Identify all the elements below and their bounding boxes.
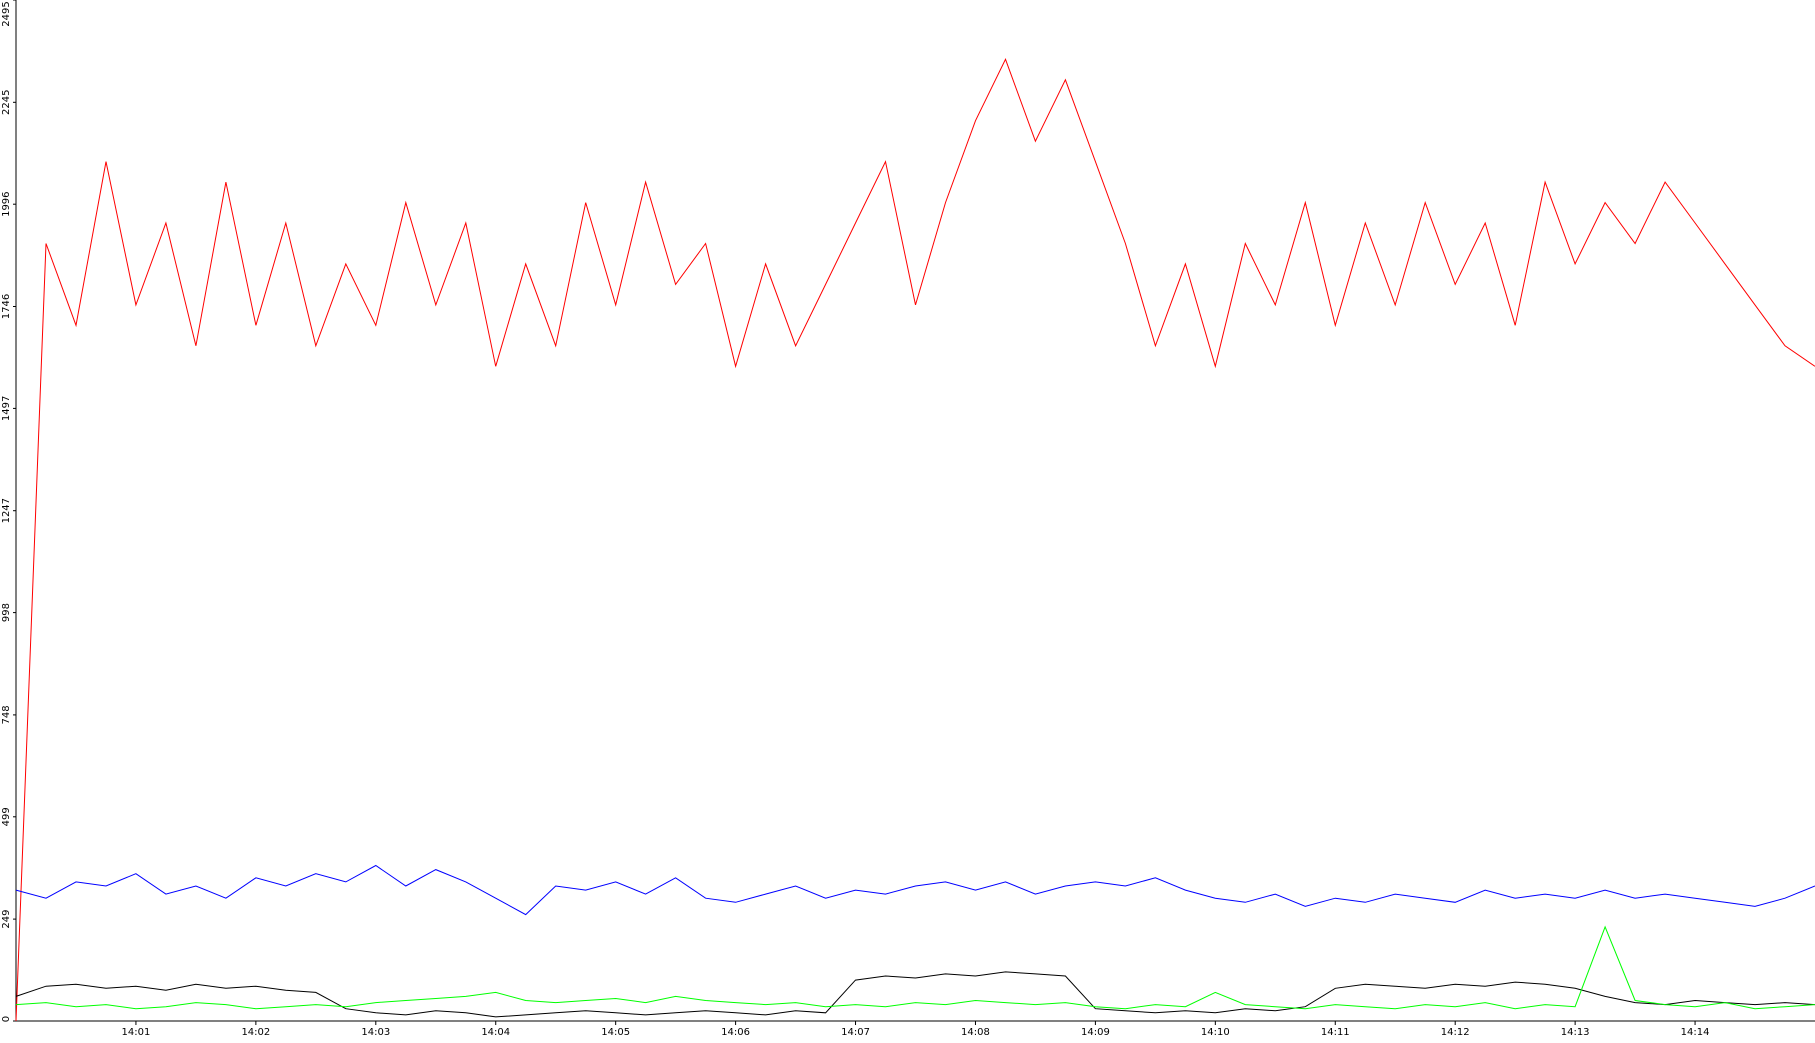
y-tick-label: 0 (1, 1016, 12, 1022)
x-tick-label: 14:04 (481, 1027, 510, 1038)
x-tick-label: 14:14 (1681, 1027, 1710, 1038)
x-tick-label: 14:02 (241, 1027, 270, 1038)
y-tick-label: 998 (1, 603, 12, 622)
y-tick-label: 1497 (1, 396, 12, 421)
series-line (15, 925, 1815, 1010)
x-tick-label: 14:07 (841, 1027, 870, 1038)
y-tick-label: 748 (1, 705, 12, 724)
x-tick-label: 14:11 (1321, 1027, 1350, 1038)
x-tick-label: 14:03 (361, 1027, 390, 1038)
y-tick-label: 1996 (1, 191, 12, 216)
y-tick-label: 1746 (1, 294, 12, 319)
y-tick-label: 499 (1, 807, 12, 826)
y-tick-label: 2245 (1, 90, 12, 115)
x-tick-label: 14:05 (601, 1027, 630, 1038)
x-tick-label: 14:10 (1201, 1027, 1230, 1038)
x-tick-label: 14:08 (961, 1027, 990, 1038)
x-tick-label: 14:01 (122, 1027, 151, 1038)
x-tick-label: 14:13 (1561, 1027, 1590, 1038)
x-tick-label: 14:09 (1081, 1027, 1110, 1038)
x-tick-label: 14:12 (1441, 1027, 1470, 1038)
y-tick-label: 249 (1, 910, 12, 929)
x-tick-label: 14:06 (721, 1027, 750, 1038)
y-tick-label: 2495 (1, 1, 12, 26)
y-tick-label: 1247 (1, 498, 12, 523)
series-line (15, 971, 1815, 1018)
series-line (15, 864, 1815, 916)
series-line (15, 58, 1815, 1022)
